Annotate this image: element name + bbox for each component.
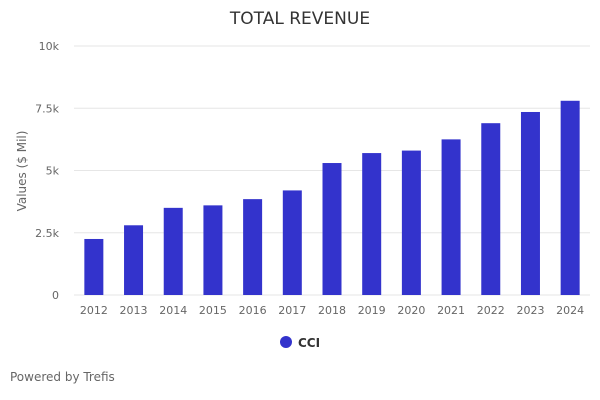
- y-tick-label: 2.5k: [35, 227, 59, 240]
- bar-2018[interactable]: [322, 163, 342, 295]
- x-tick-label: 2012: [80, 304, 108, 317]
- x-tick-label: 2020: [397, 304, 425, 317]
- x-tick-label: 2016: [239, 304, 267, 317]
- legend-swatch-cci[interactable]: [280, 336, 292, 348]
- bar-2016[interactable]: [243, 199, 263, 295]
- bar-2024[interactable]: [560, 100, 580, 295]
- bar-2019[interactable]: [362, 153, 382, 295]
- bar-2020[interactable]: [401, 150, 421, 295]
- x-tick-label: 2021: [437, 304, 465, 317]
- credits-link[interactable]: Powered by Trefis: [10, 370, 115, 384]
- bar-2017[interactable]: [282, 190, 302, 295]
- x-tick-label: 2017: [278, 304, 306, 317]
- x-axis-ticks: 2012 2013 2014 2015 2016 2017 2018 2019 2020 2021…: [80, 304, 584, 317]
- x-tick-label: 2022: [477, 304, 505, 317]
- bar-2023[interactable]: [520, 111, 540, 295]
- bar-2013[interactable]: [124, 225, 144, 295]
- bar-2012[interactable]: [84, 238, 104, 295]
- y-axis-ticks: 0 2.5k 5k 7.5k 10k: [35, 40, 59, 302]
- y-tick-label: 10k: [39, 40, 60, 53]
- y-tick-label: 5k: [46, 165, 60, 178]
- x-tick-label: 2013: [120, 304, 148, 317]
- x-tick-label: 2023: [516, 304, 544, 317]
- x-tick-label: 2024: [556, 304, 584, 317]
- x-tick-label: 2015: [199, 304, 227, 317]
- legend-label-cci[interactable]: CCI: [298, 336, 320, 350]
- x-tick-label: 2014: [159, 304, 187, 317]
- bar-2014[interactable]: [163, 207, 183, 295]
- x-tick-label: 2018: [318, 304, 346, 317]
- y-axis-label: Values ($ Mil): [15, 131, 29, 212]
- bar-2022[interactable]: [481, 123, 501, 295]
- bars: [84, 100, 580, 295]
- legend[interactable]: CCI: [280, 336, 320, 350]
- y-tick-label: 7.5k: [35, 102, 59, 115]
- chart-title: TOTAL REVENUE: [229, 9, 370, 29]
- bar-2021[interactable]: [441, 139, 461, 295]
- bar-2015[interactable]: [203, 205, 223, 295]
- x-tick-label: 2019: [358, 304, 386, 317]
- y-tick-label: 0: [52, 289, 59, 302]
